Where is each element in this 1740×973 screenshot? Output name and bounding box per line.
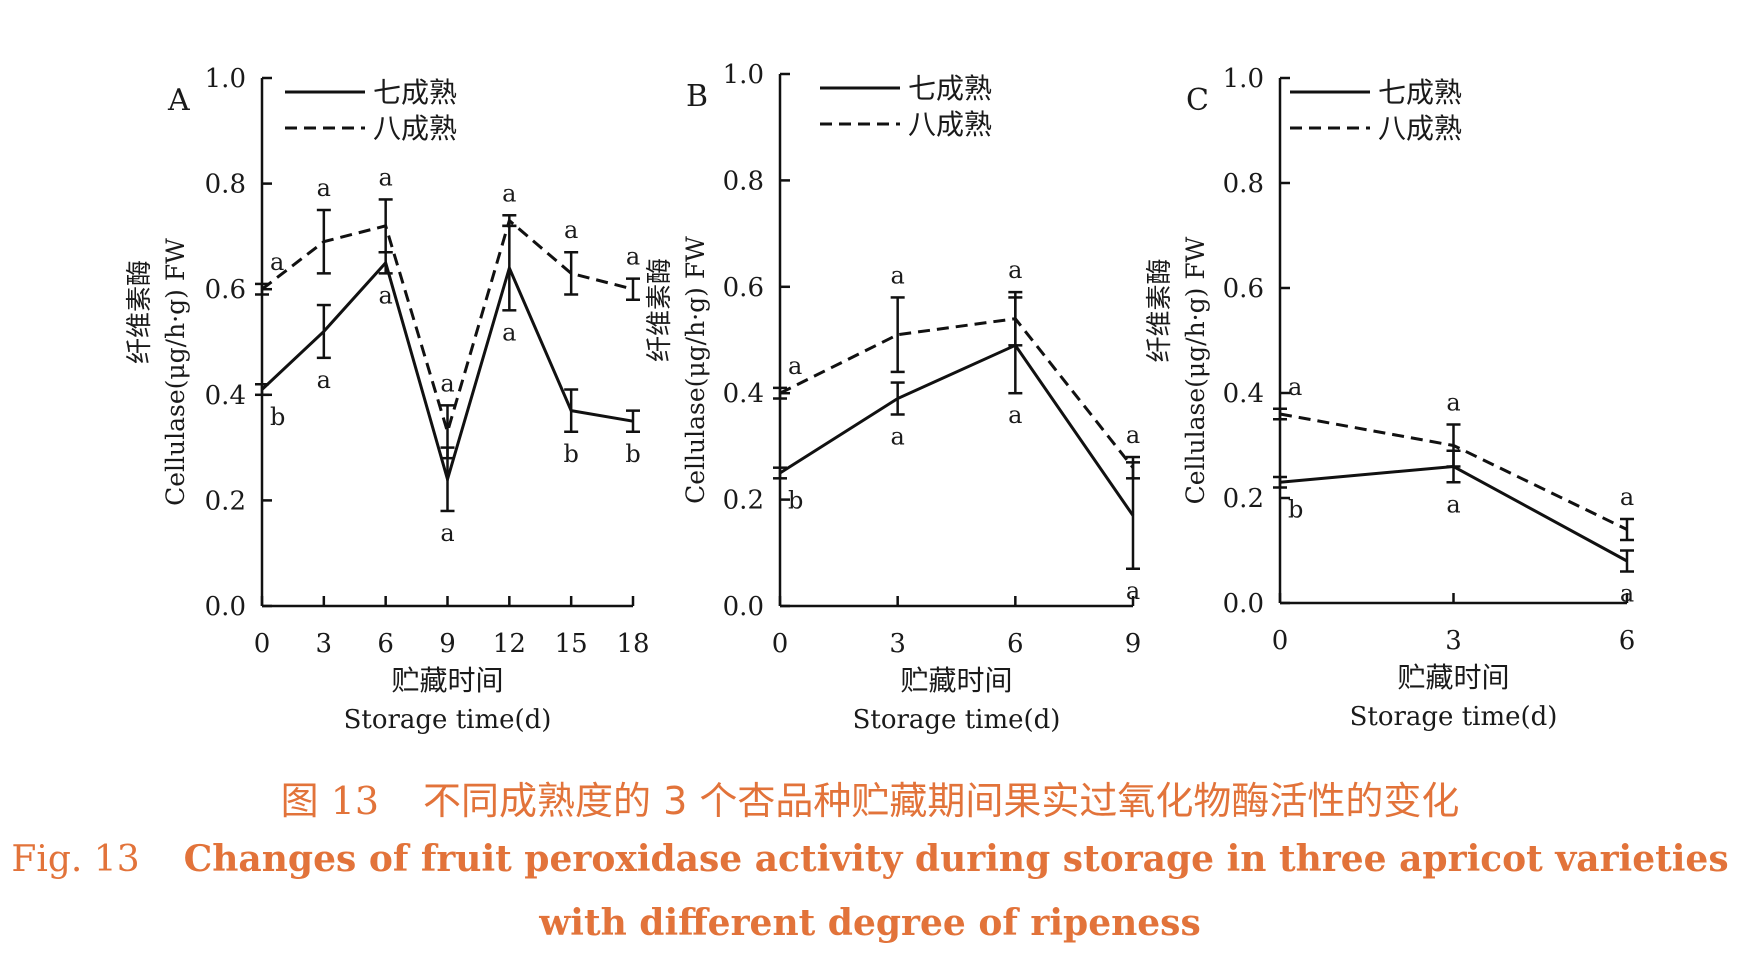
y-axis-title-en: Cellulase(μg/h·g) FW (681, 236, 710, 504)
x-axis-title-cn: 贮藏时间 (391, 664, 503, 697)
significance-letter: a (379, 163, 393, 191)
panel-a: 0.0 0.2 0.4 0.6 0.8 1.0 0 3 6 9 12 15 18 A 贮藏时间 Storage… (125, 64, 650, 735)
y-tick-label: 0.0 (723, 592, 764, 622)
y-tick-label: 0.4 (205, 381, 246, 411)
caption-en-label: Fig. 13 (11, 839, 140, 880)
significance-letter: a (502, 318, 516, 346)
significance-letter: a (1620, 580, 1634, 608)
y-tick-label: 1.0 (205, 64, 246, 94)
y-tick-label: 0.8 (205, 170, 246, 200)
x-axis-title-en: Storage time(d) (344, 705, 552, 735)
significance-letter: a (1620, 483, 1634, 511)
x-tick-label: 0 (772, 629, 789, 659)
significance-letter: a (1008, 256, 1022, 284)
y-tick-label: 0.2 (1223, 484, 1264, 514)
x-tick-label: 18 (616, 629, 649, 659)
significance-letter: a (788, 352, 802, 380)
significance-letter: b (563, 440, 578, 468)
caption-cn-label: 图 13 (280, 779, 380, 823)
significance-letter: a (1008, 401, 1022, 429)
legend-label: 八成熟 (908, 108, 992, 141)
caption-cn-text: 不同成熟度的 3 个杏品种贮藏期间果实过氧化物酶活性的变化 (423, 779, 1460, 823)
significance-letter: b (625, 440, 640, 468)
caption-english-line2: with different degree of ripeness (0, 902, 1740, 944)
x-tick-label: 9 (439, 629, 456, 659)
series-line-solid (779, 343, 1135, 517)
x-axis-title-en: Storage time(d) (1350, 702, 1558, 732)
significance-letter: b (270, 403, 285, 431)
caption-en-text-1: Changes of fruit peroxidase activity dur… (183, 838, 1729, 880)
x-axis-title-cn: 贮藏时间 (1397, 661, 1509, 694)
y-tick-label: 0.0 (205, 592, 246, 622)
x-axis-title-cn: 贮藏时间 (900, 664, 1012, 697)
significance-letter: a (379, 281, 393, 309)
figure-panels: 0.0 0.2 0.4 0.6 0.8 1.0 0 3 6 9 12 15 18 A 贮藏时间 Storage… (125, 60, 1635, 735)
legend-label: 七成熟 (1378, 76, 1462, 109)
y-tick-label: 0.8 (1223, 169, 1264, 199)
caption-chinese: 图 13 不同成熟度的 3 个杏品种贮藏期间果实过氧化物酶活性的变化 (0, 770, 1740, 825)
panel-b: 0.0 0.2 0.4 0.6 0.8 1.0 0 3 6 9 B 贮藏时间 Storage time(… (645, 60, 1141, 735)
y-tick-label: 0.8 (723, 166, 764, 196)
y-axis-title-cn: 纤维素酶 (125, 260, 155, 364)
x-tick-label: 0 (1272, 626, 1289, 656)
y-tick-label: 0.4 (723, 379, 764, 409)
y-tick-label: 0.6 (205, 275, 246, 305)
x-tick-label: 3 (1445, 626, 1462, 656)
significance-letter: a (564, 216, 578, 244)
legend-label: 八成熟 (1378, 112, 1462, 145)
x-tick-label: 6 (1007, 629, 1024, 659)
y-axis-title-en: Cellulase(μg/h·g) FW (1181, 236, 1210, 504)
y-tick-label: 0.6 (723, 273, 764, 303)
significance-letter: a (440, 519, 454, 547)
x-tick-label: 6 (1619, 626, 1636, 656)
caption-english-line1: Fig. 13 Changes of fruit peroxidase activ… (0, 838, 1740, 880)
significance-letter: a (317, 366, 331, 394)
x-tick-label: 0 (254, 629, 271, 659)
legend-label: 七成熟 (908, 72, 992, 105)
x-tick-label: 15 (555, 629, 588, 659)
significance-letter: b (788, 486, 803, 514)
x-tick-label: 12 (493, 629, 526, 659)
significance-letter: a (317, 174, 331, 202)
x-tick-label: 9 (1125, 629, 1142, 659)
panel-letter: B (686, 79, 708, 114)
significance-letter: a (1126, 577, 1140, 605)
x-axis-title-en: Storage time(d) (853, 705, 1061, 735)
y-tick-label: 0.4 (1223, 379, 1264, 409)
significance-letter: a (891, 261, 905, 289)
panel-letter: A (167, 83, 190, 118)
significance-letter: a (1446, 490, 1460, 518)
x-tick-label: 6 (377, 629, 394, 659)
y-tick-label: 0.6 (1223, 274, 1264, 304)
panel-c: 0.0 0.2 0.4 0.6 0.8 1.0 0 3 6 C 贮藏时间 Storage time(d… (1145, 64, 1635, 732)
y-axis-title-en: Cellulase(μg/h·g) FW (161, 238, 190, 506)
y-axis-title-cn: 纤维素酶 (1145, 258, 1175, 362)
y-tick-label: 0.2 (723, 486, 764, 516)
significance-letter: a (1126, 421, 1140, 449)
y-tick-label: 0.0 (1223, 589, 1264, 619)
legend-label: 七成熟 (373, 76, 457, 109)
y-tick-label: 0.2 (205, 486, 246, 516)
y-tick-label: 1.0 (723, 60, 764, 90)
significance-letter: a (270, 248, 284, 276)
y-tick-label: 1.0 (1223, 64, 1264, 94)
significance-letter: b (1288, 496, 1303, 524)
y-axis-title-cn: 纤维素酶 (645, 258, 675, 362)
series-line-dashed (779, 317, 1135, 469)
significance-letter: a (891, 422, 905, 450)
x-tick-label: 3 (889, 629, 906, 659)
significance-letter: a (1446, 389, 1460, 417)
legend-label: 八成熟 (373, 112, 457, 145)
significance-letter: a (502, 179, 516, 207)
x-tick-label: 3 (316, 629, 333, 659)
panel-letter: C (1186, 83, 1209, 118)
significance-letter: a (626, 243, 640, 271)
significance-letter: a (1288, 373, 1302, 401)
caption-en-text-2: with different degree of ripeness (539, 902, 1201, 944)
significance-letter: a (440, 369, 454, 397)
